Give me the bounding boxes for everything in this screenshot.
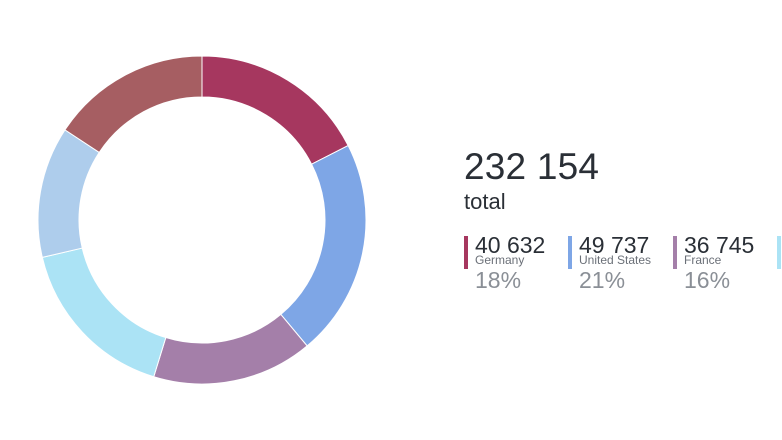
total-value: 232 154 xyxy=(464,146,600,187)
legend-value-united-states: 49 737 xyxy=(579,232,650,258)
legend-swatch-germany xyxy=(464,236,468,269)
total-summary: 232 154 total xyxy=(464,146,599,216)
legend-country-germany: Germany xyxy=(475,253,525,267)
legend-percent-united-states: 21% xyxy=(579,267,626,293)
donut-slice-united-states[interactable] xyxy=(280,144,367,347)
donut-slice-segment-5[interactable] xyxy=(37,129,100,259)
legend-swatch-segment-4 xyxy=(777,236,781,269)
donut-slice-segment-4[interactable] xyxy=(41,247,167,378)
legend-swatch-united-states xyxy=(568,236,572,269)
donut-slice-germany[interactable] xyxy=(201,55,349,165)
donut-slice-segment-6[interactable] xyxy=(64,55,203,154)
total-label: total xyxy=(464,189,506,214)
legend-value-germany: 40 632 xyxy=(475,232,546,258)
donut-chart xyxy=(37,55,367,385)
donut-slice-france[interactable] xyxy=(153,313,308,385)
legend: 40 632 Germany 18% 49 737 United States … xyxy=(464,232,782,302)
legend-swatch-france xyxy=(673,236,677,269)
legend-percent-france: 16% xyxy=(684,267,731,293)
legend-value-france: 36 745 xyxy=(684,232,755,258)
legend-country-france: France xyxy=(684,253,722,267)
legend-country-united-states: United States xyxy=(579,253,652,267)
legend-percent-germany: 18% xyxy=(475,267,522,293)
